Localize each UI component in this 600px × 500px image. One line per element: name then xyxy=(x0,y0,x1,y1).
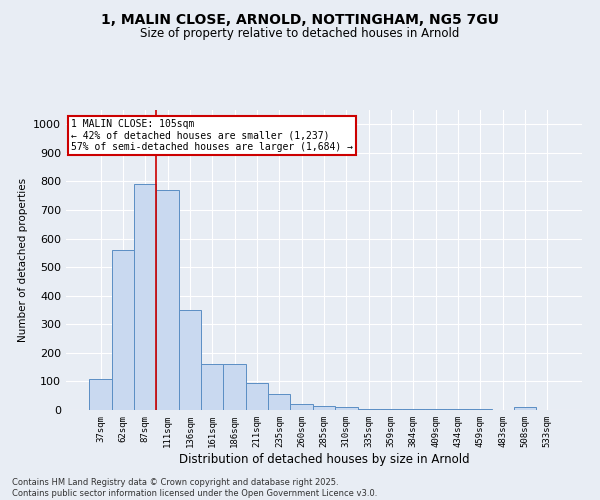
X-axis label: Distribution of detached houses by size in Arnold: Distribution of detached houses by size … xyxy=(179,452,469,466)
Bar xyxy=(358,408,380,410)
Bar xyxy=(268,394,290,410)
Bar xyxy=(201,364,223,410)
Bar xyxy=(134,184,157,410)
Bar xyxy=(112,250,134,410)
Bar xyxy=(179,310,201,410)
Bar xyxy=(157,190,179,410)
Text: 1, MALIN CLOSE, ARNOLD, NOTTINGHAM, NG5 7GU: 1, MALIN CLOSE, ARNOLD, NOTTINGHAM, NG5 … xyxy=(101,12,499,26)
Bar xyxy=(402,409,425,410)
Y-axis label: Number of detached properties: Number of detached properties xyxy=(17,178,28,342)
Bar xyxy=(223,364,246,410)
Bar xyxy=(425,409,447,410)
Bar xyxy=(514,407,536,410)
Bar xyxy=(290,404,313,410)
Text: Contains HM Land Registry data © Crown copyright and database right 2025.
Contai: Contains HM Land Registry data © Crown c… xyxy=(12,478,377,498)
Bar xyxy=(89,378,112,410)
Bar xyxy=(335,407,358,410)
Bar xyxy=(313,406,335,410)
Bar xyxy=(380,408,402,410)
Bar xyxy=(246,383,268,410)
Text: Size of property relative to detached houses in Arnold: Size of property relative to detached ho… xyxy=(140,28,460,40)
Text: 1 MALIN CLOSE: 105sqm
← 42% of detached houses are smaller (1,237)
57% of semi-d: 1 MALIN CLOSE: 105sqm ← 42% of detached … xyxy=(71,119,353,152)
